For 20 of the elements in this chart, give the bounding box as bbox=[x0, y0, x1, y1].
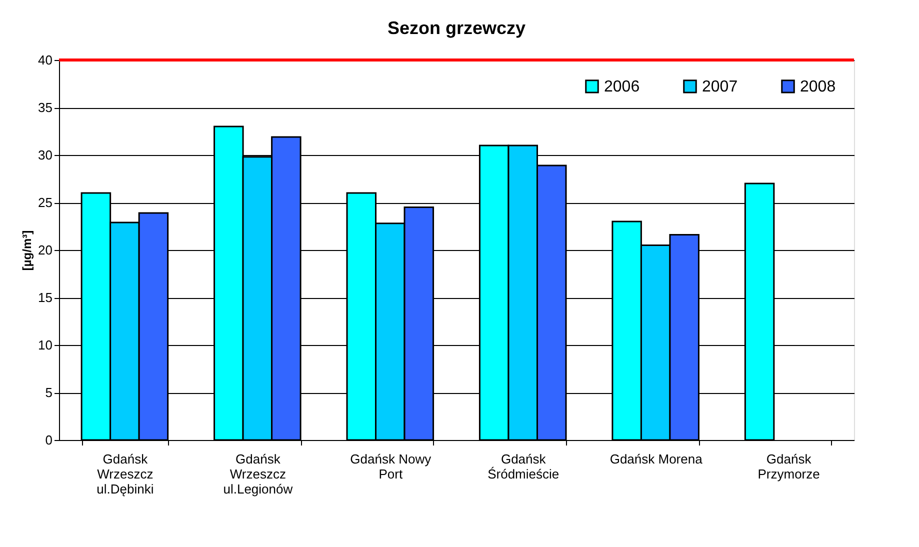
x-tick-label: Gdańsk Przymorze bbox=[758, 452, 820, 482]
x-tick-label: Gdańsk Wrzeszcz ul.Legionów bbox=[223, 452, 294, 496]
x-tick-label: Gdańsk Śródmieście bbox=[488, 452, 560, 482]
x-tick-label: Gdańsk Morena bbox=[610, 452, 704, 466]
y-axis-title: [µg/m³] bbox=[20, 230, 34, 271]
x-tick-label: Gdańsk Nowy Port bbox=[350, 452, 432, 482]
y-tick-label: 35 bbox=[38, 100, 52, 115]
chart-title: Sezon grzewczy bbox=[387, 18, 526, 38]
legend-label: 2006 bbox=[604, 78, 640, 96]
y-tick-label: 5 bbox=[45, 385, 52, 400]
y-tick-label: 25 bbox=[38, 195, 52, 210]
y-tick-label: 40 bbox=[38, 52, 52, 68]
y-tick-label: 20 bbox=[38, 242, 52, 258]
legend-label: 2008 bbox=[800, 78, 836, 96]
y-tick-label: 10 bbox=[38, 338, 52, 352]
legend-label: 2007 bbox=[702, 78, 738, 96]
y-tick-label: 30 bbox=[38, 148, 52, 162]
x-tick-label: Gdańsk Wrzeszcz ul.Dębinki bbox=[96, 452, 154, 496]
y-tick-label: 15 bbox=[38, 290, 52, 305]
y-tick-label: 0 bbox=[45, 432, 52, 448]
